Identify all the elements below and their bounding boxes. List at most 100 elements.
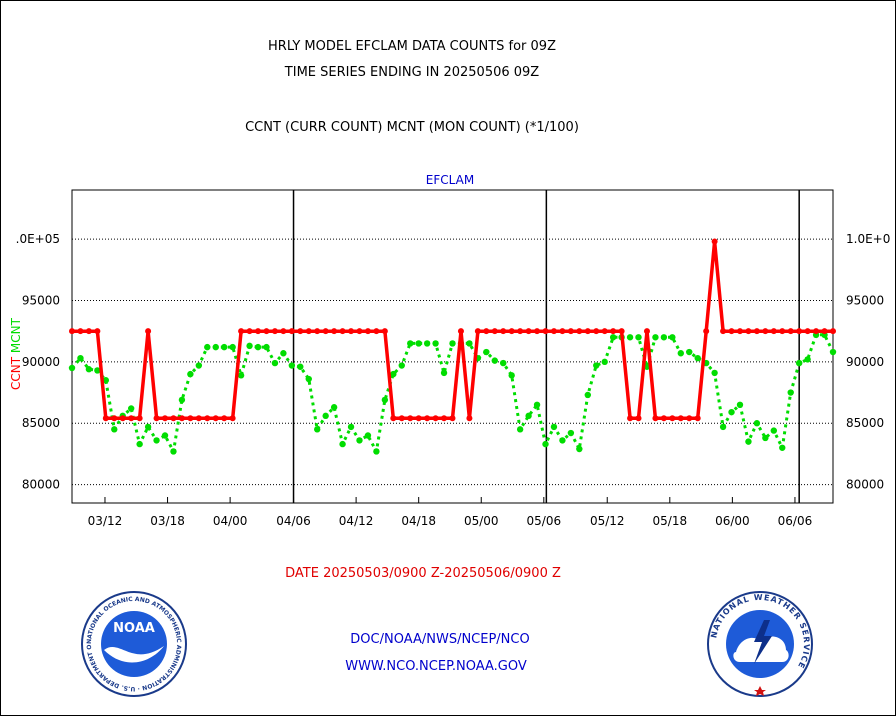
data-point-ccnt — [153, 415, 160, 422]
data-point-mcnt — [728, 408, 735, 416]
data-point-ccnt — [322, 328, 329, 335]
data-point-mcnt — [770, 427, 778, 434]
data-point-ccnt — [711, 238, 718, 245]
data-point-ccnt — [94, 328, 101, 335]
data-point-ccnt — [610, 328, 617, 335]
data-point-mcnt — [440, 369, 448, 377]
data-point-ccnt — [111, 415, 118, 422]
data-point-mcnt — [204, 343, 211, 351]
data-point-ccnt — [567, 328, 574, 335]
data-point-ccnt — [85, 328, 92, 335]
data-point-ccnt — [398, 415, 405, 422]
x-tick-label: 05/18 — [653, 514, 688, 528]
data-point-mcnt — [153, 437, 160, 444]
data-point-ccnt — [305, 328, 312, 335]
data-point-ccnt — [246, 328, 253, 335]
data-point-mcnt — [745, 438, 752, 445]
data-point-ccnt — [686, 415, 693, 422]
data-point-mcnt — [263, 343, 270, 351]
y-tick-label-right: 90000 — [846, 355, 884, 369]
data-point-ccnt — [821, 328, 828, 335]
data-point-ccnt — [796, 328, 803, 335]
data-point-ccnt — [407, 415, 414, 422]
data-point-ccnt — [102, 415, 109, 422]
data-point-ccnt — [491, 328, 498, 335]
data-point-mcnt — [212, 343, 219, 351]
data-point-mcnt — [736, 401, 744, 409]
data-point-ccnt — [525, 328, 532, 335]
data-point-mcnt — [390, 370, 397, 378]
data-point-mcnt — [111, 426, 118, 433]
data-point-mcnt — [669, 334, 676, 341]
data-point-ccnt — [314, 328, 321, 335]
data-point-ccnt — [288, 328, 295, 335]
y-tick-label-left: .0E+05 — [16, 232, 60, 246]
doc-link[interactable]: DOC/NOAA/NWS/NCEP/NCO — [350, 632, 530, 647]
data-point-mcnt — [246, 342, 253, 350]
data-point-ccnt — [145, 328, 152, 335]
data-point-ccnt — [483, 328, 490, 335]
data-point-ccnt — [517, 328, 524, 335]
chart-title-line2: TIME SERIES ENDING IN 20250506 09Z — [284, 65, 540, 80]
data-point-ccnt — [474, 328, 481, 335]
data-point-mcnt — [550, 423, 558, 431]
data-point-ccnt — [779, 328, 786, 335]
data-point-mcnt — [85, 366, 93, 373]
data-point-mcnt — [271, 359, 279, 367]
data-point-ccnt — [381, 328, 388, 335]
data-point-ccnt — [297, 328, 304, 335]
web-link[interactable]: WWW.NCO.NCEP.NOAA.GOV — [345, 659, 527, 674]
data-point-ccnt — [736, 328, 743, 335]
data-point-ccnt — [830, 328, 836, 335]
noaa-logo: NATIONAL OCEANIC AND ATMOSPHERIC ADMINIS… — [80, 590, 187, 697]
data-point-ccnt — [703, 328, 710, 335]
data-point-ccnt — [643, 328, 650, 335]
x-tick-label: 05/12 — [590, 514, 625, 528]
y-axis-label-mcnt: MCNT — [9, 317, 23, 353]
data-point-ccnt — [660, 415, 667, 422]
x-tick-label: 06/00 — [715, 514, 750, 528]
data-point-ccnt — [195, 415, 202, 422]
data-point-mcnt — [626, 334, 634, 341]
data-point-ccnt — [627, 415, 634, 422]
data-point-mcnt — [542, 440, 549, 448]
data-point-ccnt — [753, 328, 760, 335]
y-tick-label-left: 90000 — [22, 355, 60, 369]
data-point-ccnt — [593, 328, 600, 335]
data-point-mcnt — [178, 396, 186, 404]
data-point-ccnt — [255, 328, 262, 335]
data-point-ccnt — [271, 328, 278, 335]
plot-area-border — [71, 189, 834, 504]
data-point-mcnt — [787, 389, 794, 396]
data-point-ccnt — [170, 415, 177, 422]
data-point-ccnt — [652, 415, 659, 422]
data-point-ccnt — [187, 415, 194, 422]
data-point-mcnt — [398, 362, 405, 369]
y-axis-label-ccnt: CCNT — [9, 353, 23, 390]
data-point-ccnt — [212, 415, 219, 422]
data-point-mcnt — [314, 426, 321, 433]
data-point-mcnt — [753, 420, 761, 427]
data-point-ccnt — [339, 328, 346, 335]
data-point-ccnt — [424, 415, 431, 422]
data-point-ccnt — [584, 328, 591, 335]
data-point-mcnt — [576, 445, 583, 453]
svg-text:NOAA: NOAA — [113, 621, 155, 636]
data-point-ccnt — [77, 328, 84, 335]
data-point-mcnt — [415, 340, 422, 347]
data-point-ccnt — [432, 415, 439, 422]
data-point-ccnt — [669, 415, 676, 422]
data-point-mcnt — [221, 343, 228, 351]
data-point-mcnt — [381, 396, 389, 404]
data-point-mcnt — [373, 448, 380, 455]
data-point-ccnt — [559, 328, 566, 335]
data-point-mcnt — [364, 432, 372, 439]
x-tick-label: 04/12 — [339, 514, 374, 528]
data-point-mcnt — [280, 350, 287, 357]
data-point-mcnt — [102, 377, 110, 384]
data-point-mcnt — [195, 362, 203, 369]
data-point-mcnt — [491, 357, 498, 364]
series-line-ccnt — [72, 239, 833, 421]
data-point-mcnt — [305, 375, 312, 383]
data-point-mcnt — [635, 334, 642, 341]
